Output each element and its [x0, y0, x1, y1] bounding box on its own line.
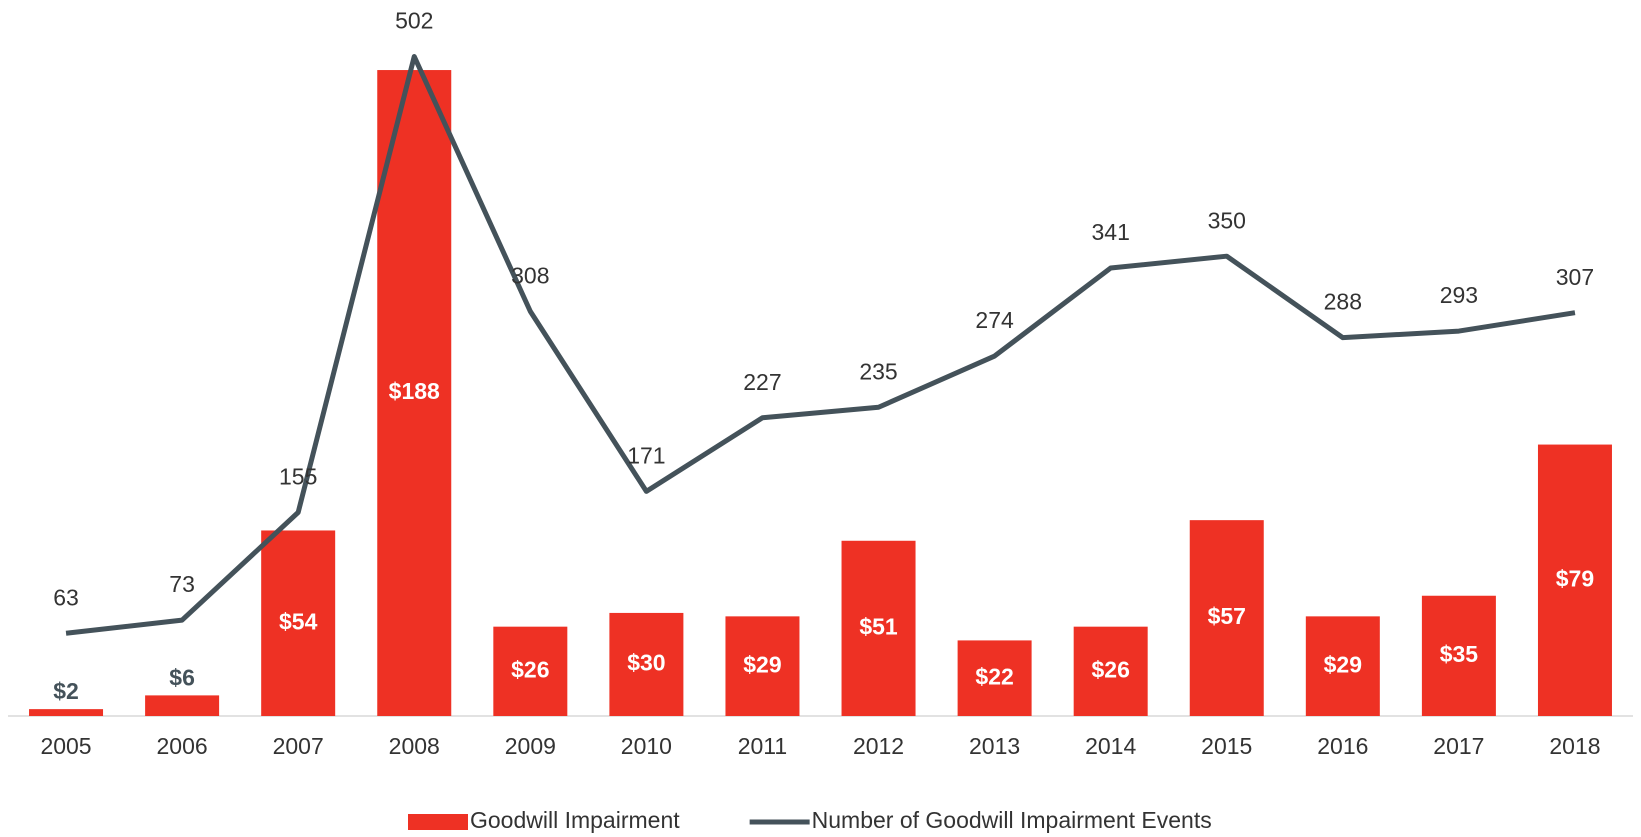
- x-tick-label: 2007: [273, 733, 324, 759]
- x-tick-label: 2010: [621, 733, 672, 759]
- bar: [1189, 520, 1264, 716]
- bar-label: $26: [511, 656, 549, 682]
- bar-label: $2: [53, 678, 79, 704]
- bar-label: $57: [1208, 603, 1246, 629]
- x-tick-label: 2006: [157, 733, 208, 759]
- bar-label: $79: [1556, 565, 1594, 591]
- x-tick-label: 2015: [1201, 733, 1252, 759]
- x-tick-label: 2012: [853, 733, 904, 759]
- line-label: 63: [53, 584, 79, 610]
- bar-label: $35: [1440, 641, 1479, 667]
- line-label: 274: [975, 307, 1014, 333]
- x-tick-label: 2016: [1317, 733, 1368, 759]
- line-label: 308: [511, 262, 549, 288]
- bar-label: $51: [859, 613, 898, 639]
- x-tick-label: 2005: [40, 733, 91, 759]
- bar: [1073, 626, 1148, 716]
- x-tick-label: 2013: [969, 733, 1020, 759]
- x-tick-label: 2014: [1085, 733, 1136, 759]
- bar-label: $22: [975, 663, 1013, 689]
- bar-label: $26: [1091, 656, 1129, 682]
- bar: [841, 540, 916, 716]
- line-label: 171: [627, 442, 665, 468]
- bar: [261, 530, 336, 716]
- legend-label: Number of Goodwill Impairment Events: [812, 807, 1212, 833]
- bar: [493, 626, 568, 716]
- line-label: 227: [743, 369, 781, 395]
- line-label: 293: [1440, 282, 1478, 308]
- bar-label: $188: [389, 378, 440, 404]
- x-tick-label: 2017: [1433, 733, 1484, 759]
- bar: [1305, 616, 1380, 716]
- bar: [1421, 595, 1496, 716]
- bar-label: $54: [279, 608, 318, 634]
- line-label: 307: [1556, 264, 1594, 290]
- bar-label: $6: [169, 664, 195, 690]
- bar: [29, 709, 104, 716]
- x-tick-label: 2018: [1549, 733, 1600, 759]
- line-label: 350: [1208, 207, 1246, 233]
- bar: [957, 640, 1032, 716]
- bar: [1537, 444, 1612, 716]
- line: [65, 54, 1576, 636]
- x-tick-label: 2011: [738, 733, 787, 759]
- bar-label: $29: [743, 651, 781, 677]
- line-label: 73: [169, 571, 195, 597]
- line-label: 502: [395, 8, 433, 34]
- x-tick-label: 2009: [505, 733, 556, 759]
- line-label: 235: [859, 358, 897, 384]
- legend-swatch: [408, 814, 468, 830]
- line-label: 288: [1324, 289, 1362, 315]
- bar: [609, 612, 684, 716]
- x-tick-label: 2008: [389, 733, 440, 759]
- bar: [725, 616, 800, 716]
- legend-label: Goodwill Impairment: [470, 807, 680, 833]
- bar: [377, 70, 452, 717]
- line-label: 341: [1091, 219, 1129, 245]
- bar-label: $29: [1324, 651, 1362, 677]
- bar-label: $30: [627, 650, 665, 676]
- line-label: 155: [279, 463, 317, 489]
- bar: [145, 695, 220, 716]
